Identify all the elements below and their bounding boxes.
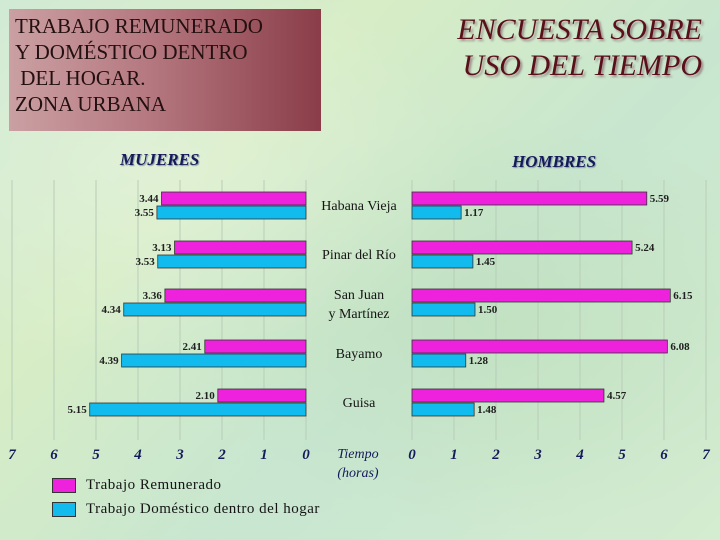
data-label-mujeres-remunerado: 3.36 xyxy=(143,290,163,302)
data-label-hombres-domestico: 1.17 xyxy=(464,207,484,219)
axis-unit-label: (horas) xyxy=(337,466,379,481)
bar-hombres-domestico xyxy=(411,254,474,269)
x-tick-label-mujeres: 7 xyxy=(8,447,16,463)
x-tick-label-hombres: 3 xyxy=(533,447,542,463)
x-tick-label-mujeres: 6 xyxy=(50,447,58,463)
legend-label-remunerado: Trabajo Remunerado xyxy=(86,476,222,493)
category-label: Bayamo xyxy=(336,347,383,362)
data-label-hombres-domestico: 1.28 xyxy=(469,355,489,367)
x-tick-label-mujeres: 1 xyxy=(260,447,268,463)
panel-label-mujeres: MUJERES xyxy=(120,150,200,169)
bar-hombres-remunerado xyxy=(411,339,668,354)
x-tick-label-hombres: 5 xyxy=(618,447,626,463)
data-label-hombres-domestico: 1.45 xyxy=(476,256,496,268)
bar-mujeres-remunerado xyxy=(204,339,307,354)
title-line-1: TRABAJO REMUNERADO xyxy=(15,14,263,38)
x-tick-label-mujeres: 5 xyxy=(92,447,100,463)
data-label-mujeres-remunerado: 2.10 xyxy=(196,390,216,402)
bar-hombres-remunerado xyxy=(411,388,605,403)
data-label-mujeres-remunerado: 3.13 xyxy=(152,242,172,254)
bar-mujeres-remunerado xyxy=(164,288,307,303)
bar-mujeres-domestico xyxy=(157,254,307,269)
data-label-hombres-domestico: 1.48 xyxy=(477,404,497,416)
category-label: Pinar del Río xyxy=(322,248,396,263)
title-line-4: ZONA URBANA xyxy=(15,92,167,116)
data-label-mujeres-domestico: 3.53 xyxy=(135,256,155,268)
legend-label-domestico: Trabajo Doméstico dentro del hogar xyxy=(86,500,320,517)
data-label-mujeres-domestico: 3.55 xyxy=(135,207,155,219)
bar-hombres-remunerado xyxy=(411,288,671,303)
survey-title-line-1: ENCUESTA SOBRE xyxy=(457,13,702,46)
bar-mujeres-domestico xyxy=(89,402,307,417)
bar-mujeres-domestico xyxy=(156,205,307,220)
data-label-mujeres-domestico: 4.39 xyxy=(99,355,119,367)
title-line-3: DEL HOGAR. xyxy=(15,66,146,90)
bar-hombres-remunerado xyxy=(411,240,633,255)
x-tick-label-hombres: 2 xyxy=(491,447,500,463)
legend-swatch-remunerado xyxy=(52,477,76,493)
x-tick-label-hombres: 7 xyxy=(702,447,710,463)
bar-hombres-domestico xyxy=(411,353,467,368)
data-label-hombres-remunerado: 4.57 xyxy=(607,390,627,402)
data-label-mujeres-remunerado: 2.41 xyxy=(183,341,202,353)
x-tick-label-mujeres: 4 xyxy=(133,447,142,463)
bar-mujeres-remunerado xyxy=(174,240,307,255)
bar-mujeres-domestico xyxy=(121,353,307,368)
x-tick-label-hombres: 1 xyxy=(450,447,458,463)
bar-hombres-domestico xyxy=(411,302,476,317)
data-label-mujeres-domestico: 4.34 xyxy=(101,304,121,316)
axis-unit-label: Tiempo xyxy=(337,447,378,462)
category-label: y Martínez xyxy=(328,307,389,322)
x-tick-label-hombres: 6 xyxy=(660,447,668,463)
category-label: Guisa xyxy=(343,396,376,411)
data-label-mujeres-remunerado: 3.44 xyxy=(139,193,159,205)
data-label-mujeres-domestico: 5.15 xyxy=(67,404,87,416)
x-tick-label-mujeres: 3 xyxy=(175,447,184,463)
bar-mujeres-remunerado xyxy=(161,191,307,206)
legend-item-remunerado: Trabajo Remunerado xyxy=(52,473,320,497)
bar-mujeres-remunerado xyxy=(217,388,307,403)
category-label: Habana Vieja xyxy=(321,199,397,214)
panel-label-hombres: HOMBRES xyxy=(512,152,597,171)
legend-item-domestico: Trabajo Doméstico dentro del hogar xyxy=(52,497,320,521)
title-box: TRABAJO REMUNERADO Y DOMÉSTICO DENTRO DE… xyxy=(9,9,321,131)
bar-hombres-domestico xyxy=(411,205,462,220)
data-label-hombres-remunerado: 6.08 xyxy=(670,341,690,353)
legend-swatch-domestico xyxy=(52,501,76,517)
x-tick-label-hombres: 0 xyxy=(408,447,416,463)
bar-hombres-domestico xyxy=(411,402,475,417)
legend: Trabajo Remunerado Trabajo Doméstico den… xyxy=(52,473,320,521)
data-label-hombres-domestico: 1.50 xyxy=(478,304,498,316)
data-label-hombres-remunerado: 5.24 xyxy=(635,242,655,254)
bar-mujeres-domestico xyxy=(123,302,307,317)
bar-hombres-remunerado xyxy=(411,191,648,206)
survey-title-line-2: USO DEL TIEMPO xyxy=(462,49,702,82)
data-label-hombres-remunerado: 6.15 xyxy=(673,290,693,302)
data-label-hombres-remunerado: 5.59 xyxy=(650,193,670,205)
x-tick-label-hombres: 4 xyxy=(575,447,584,463)
category-label: San Juan xyxy=(334,288,384,303)
title-line-2: Y DOMÉSTICO DENTRO xyxy=(15,40,248,64)
survey-title: ENCUESTA SOBRE USO DEL TIEMPO xyxy=(457,12,702,84)
x-tick-label-mujeres: 2 xyxy=(217,447,226,463)
x-tick-label-mujeres: 0 xyxy=(302,447,310,463)
